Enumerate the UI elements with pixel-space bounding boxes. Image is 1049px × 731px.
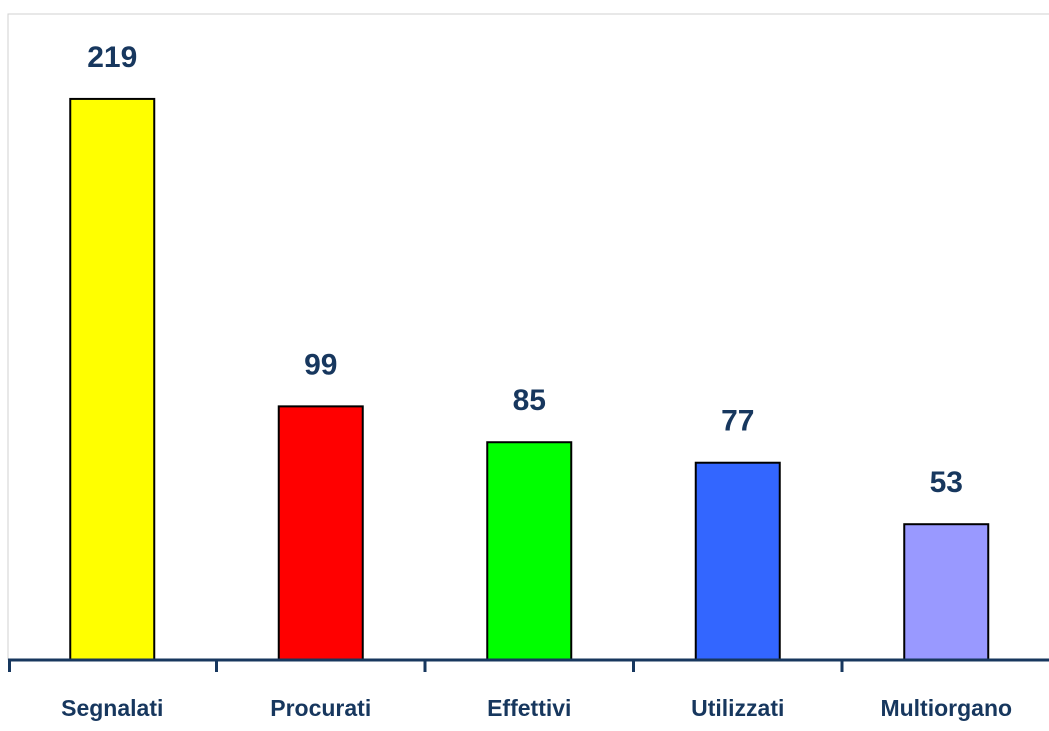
value-label: 99 bbox=[304, 348, 337, 381]
bar bbox=[277, 405, 364, 661]
x-tick-label: Multiorgano bbox=[880, 695, 1012, 721]
value-label: 219 bbox=[87, 41, 137, 74]
bar bbox=[903, 523, 990, 661]
bar bbox=[69, 97, 156, 661]
x-tick-label: Segnalati bbox=[61, 695, 163, 721]
value-label: 77 bbox=[721, 405, 754, 438]
bar bbox=[486, 441, 573, 662]
value-label: 85 bbox=[513, 384, 546, 417]
value-label: 53 bbox=[930, 466, 963, 499]
chart-frame bbox=[7, 13, 1049, 660]
x-tick-label: Effettivi bbox=[487, 695, 571, 721]
x-tick-label: Utilizzati bbox=[691, 695, 784, 721]
bar bbox=[694, 461, 781, 662]
x-tick-label: Procurati bbox=[270, 695, 371, 721]
